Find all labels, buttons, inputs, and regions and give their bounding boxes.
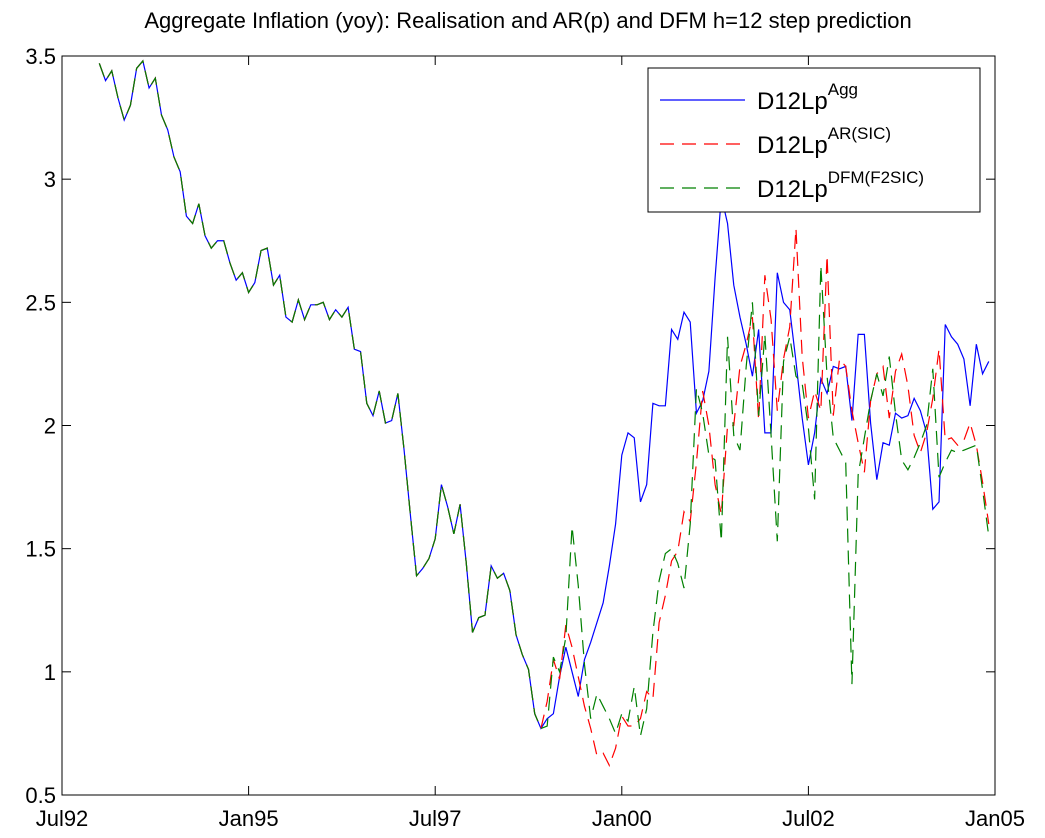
- legend-name: D12Lp: [757, 176, 828, 203]
- y-tick-label: 3: [44, 167, 56, 192]
- legend-box: [647, 67, 981, 213]
- x-tick-label: Jan95: [219, 806, 279, 831]
- x-tick-label: Jan00: [592, 806, 652, 831]
- legend-name: D12Lp: [757, 132, 828, 159]
- y-tick-label: 2: [44, 414, 56, 439]
- y-tick-label: 3.5: [25, 44, 56, 69]
- legend-label: D12LpAR(SIC): [757, 124, 891, 159]
- x-tick-label: Jan05: [965, 806, 1025, 831]
- x-tick-label: Jul02: [782, 806, 835, 831]
- series-line: [98, 59, 990, 737]
- legend-label: D12LpDFM(F2SIC): [757, 168, 924, 203]
- x-tick-label: Jul97: [409, 806, 462, 831]
- y-tick-label: 1.5: [25, 537, 56, 562]
- x-tick-label: Jul92: [36, 806, 89, 831]
- y-tick-label: 0.5: [25, 783, 56, 808]
- chart-title: Aggregate Inflation (yoy): Realisation a…: [144, 8, 911, 33]
- y-tick-label: 1: [44, 660, 56, 685]
- legend-label: D12LpAgg: [757, 80, 858, 115]
- legend-superscript: AR(SIC): [828, 124, 891, 143]
- y-tick-label: 2.5: [25, 290, 56, 315]
- legend-superscript: Agg: [828, 80, 858, 99]
- legend-superscript: DFM(F2SIC): [828, 168, 924, 187]
- legend-name: D12Lp: [757, 88, 828, 115]
